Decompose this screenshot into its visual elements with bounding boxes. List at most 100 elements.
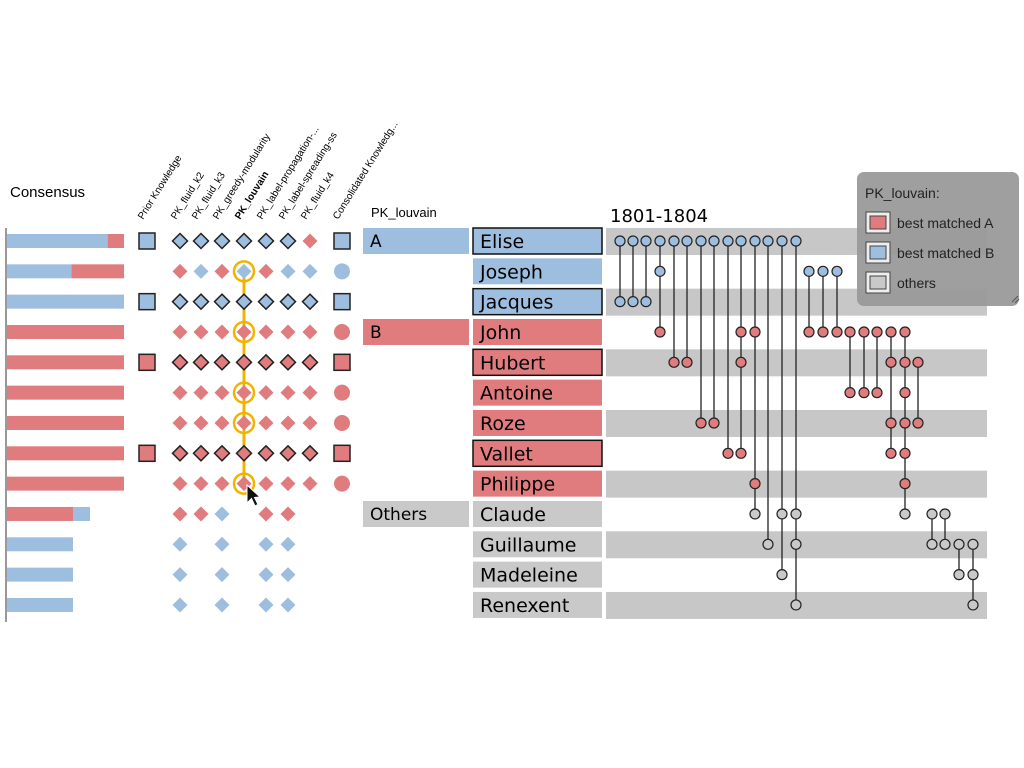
timeline-event-node[interactable] <box>790 538 802 550</box>
name-cell-madeleine[interactable] <box>473 561 602 588</box>
louvain-highlight-ring[interactable] <box>232 260 256 283</box>
name-cell-renexent[interactable] <box>473 591 602 618</box>
legend-swatch <box>869 215 887 230</box>
legend-items: best matched A best matched B others <box>865 211 994 294</box>
timeline-event-node[interactable] <box>735 235 747 247</box>
timeline-event-node[interactable] <box>953 569 965 581</box>
timeline-event-node[interactable] <box>681 235 693 247</box>
matrix-diamond <box>172 567 188 583</box>
timeline-event-node[interactable] <box>939 538 951 550</box>
timeline-event-node[interactable] <box>926 508 938 520</box>
timeline-event-node[interactable] <box>899 387 911 399</box>
timeline-event-node[interactable] <box>803 265 815 277</box>
timeline-event-node[interactable] <box>614 235 626 247</box>
name-cell-hubert[interactable] <box>472 348 603 377</box>
timeline-event-node[interactable] <box>844 387 856 399</box>
timeline-event-node[interactable] <box>627 296 639 308</box>
timeline-event-node[interactable] <box>735 447 747 459</box>
timeline-event-node[interactable] <box>776 508 788 520</box>
timeline-event-node[interactable] <box>967 569 979 581</box>
timeline-event-node[interactable] <box>640 235 652 247</box>
timeline-event-node[interactable] <box>926 538 938 550</box>
timeline-event-node[interactable] <box>871 326 883 338</box>
resize-handle-icon[interactable] <box>1011 295 1020 304</box>
louvain-highlight-ring[interactable] <box>232 472 256 495</box>
timeline-event-node[interactable] <box>831 326 843 338</box>
timeline-event-node[interactable] <box>803 326 815 338</box>
timeline-event-node[interactable] <box>831 265 843 277</box>
timeline-event-node[interactable] <box>654 265 666 277</box>
louvain-highlight-ring[interactable] <box>232 320 256 344</box>
name-cell-joseph[interactable] <box>473 258 602 285</box>
timeline-event-node[interactable] <box>654 235 666 247</box>
name-cell-guillaume[interactable] <box>473 531 602 558</box>
timeline-event-node[interactable] <box>776 235 788 247</box>
timeline-event-node[interactable] <box>735 356 747 368</box>
partition-group-b[interactable] <box>363 318 469 345</box>
timeline-event-node[interactable] <box>749 326 761 338</box>
timeline-event-node[interactable] <box>899 508 911 520</box>
timeline-event-node[interactable] <box>762 538 774 550</box>
timeline-event-node[interactable] <box>885 326 897 338</box>
timeline-event-node[interactable] <box>735 326 747 338</box>
louvain-highlight-ring[interactable] <box>232 411 256 435</box>
timeline-event-node[interactable] <box>790 599 802 611</box>
timeline-event-node[interactable] <box>614 296 626 308</box>
name-cell-antoine[interactable] <box>473 379 602 406</box>
timeline-event-node[interactable] <box>749 508 761 520</box>
name-cell-vallet[interactable] <box>472 439 603 468</box>
timeline-event-node[interactable] <box>668 356 680 368</box>
legend-panel[interactable]: PK_louvain: best matched A best matched B… <box>857 172 1020 306</box>
timeline-event-node[interactable] <box>899 356 911 368</box>
timeline-event-node[interactable] <box>967 599 979 611</box>
timeline-event-node[interactable] <box>967 538 979 550</box>
partition-group-others[interactable] <box>363 500 469 527</box>
timeline-event-node[interactable] <box>762 235 774 247</box>
consensus-bar-red <box>7 446 124 461</box>
timeline-event-node[interactable] <box>749 478 761 490</box>
timeline-event-node[interactable] <box>695 235 707 247</box>
timeline-event-node[interactable] <box>899 417 911 429</box>
name-cell-roze[interactable] <box>473 409 602 436</box>
timeline-event-node[interactable] <box>899 478 911 490</box>
name-cell-john[interactable] <box>473 318 602 345</box>
timeline-event-node[interactable] <box>695 417 707 429</box>
name-cell-claude[interactable] <box>473 500 602 527</box>
louvain-highlight-ring[interactable] <box>232 381 256 404</box>
timeline-event-node[interactable] <box>912 356 924 368</box>
timeline-event-node[interactable] <box>885 356 897 368</box>
timeline-event-node[interactable] <box>668 235 680 247</box>
timeline-event-node[interactable] <box>953 538 965 550</box>
timeline-event-node[interactable] <box>627 235 639 247</box>
name-cell-elise[interactable] <box>472 227 603 255</box>
timeline-event-node[interactable] <box>858 387 870 399</box>
timeline-event-node[interactable] <box>871 387 883 399</box>
timeline-event-node[interactable] <box>640 296 652 308</box>
matrix-diamond <box>302 415 318 431</box>
timeline-event-node[interactable] <box>681 356 693 368</box>
timeline-event-node[interactable] <box>858 326 870 338</box>
name-cell-philippe[interactable] <box>473 470 602 497</box>
timeline-event-node[interactable] <box>776 569 788 581</box>
consensus-bar-blue <box>7 567 73 582</box>
timeline-event-node[interactable] <box>899 326 911 338</box>
timeline-event-node[interactable] <box>790 235 802 247</box>
timeline-event-node[interactable] <box>722 235 734 247</box>
timeline-event-node[interactable] <box>749 235 761 247</box>
timeline-event-node[interactable] <box>885 447 897 459</box>
timeline-event-node[interactable] <box>790 508 802 520</box>
timeline-event-node[interactable] <box>654 326 666 338</box>
name-cell-jacques[interactable] <box>472 287 603 316</box>
timeline-event-node[interactable] <box>844 326 856 338</box>
timeline-event-node[interactable] <box>885 417 897 429</box>
timeline-event-node[interactable] <box>722 447 734 459</box>
timeline-event-node[interactable] <box>708 235 720 247</box>
partition-group-a[interactable] <box>363 228 469 254</box>
timeline-event-node[interactable] <box>912 417 924 429</box>
timeline-event-node[interactable] <box>708 417 720 429</box>
timeline-event-node[interactable] <box>939 508 951 520</box>
timeline-events <box>614 235 979 611</box>
timeline-event-node[interactable] <box>817 326 829 338</box>
timeline-event-node[interactable] <box>899 447 911 459</box>
timeline-event-node[interactable] <box>817 265 829 277</box>
